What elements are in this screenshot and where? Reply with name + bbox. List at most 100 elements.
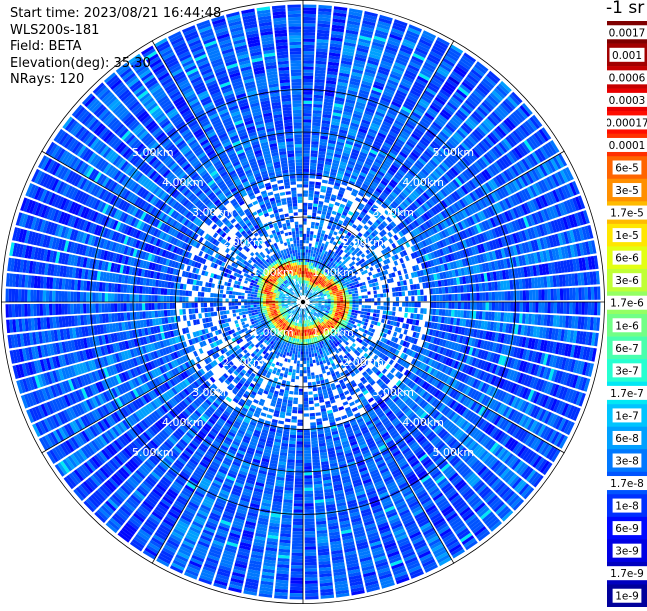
ppi-cell (575, 302, 578, 314)
ppi-cell (414, 308, 418, 313)
ppi-cell (445, 294, 448, 301)
ppi-cell (312, 213, 316, 217)
ppi-cell (448, 310, 452, 317)
ppi-cell (309, 191, 314, 195)
ppi-cell (306, 354, 309, 357)
ppi-cell (313, 475, 321, 479)
ppi-cell (582, 287, 586, 300)
ppi-cell (588, 302, 591, 315)
ppi-cell (439, 302, 442, 308)
ppi-cell (303, 125, 311, 128)
ppi-cell (370, 309, 374, 313)
ppi-cell (432, 288, 436, 294)
ppi-cell (311, 431, 317, 435)
ppi-cell (535, 290, 538, 301)
ppi-cell (396, 302, 399, 306)
ppi-cell (473, 311, 477, 319)
ppi-cell (380, 306, 383, 310)
ppi-cell (364, 309, 367, 312)
ppi-cell (451, 286, 455, 293)
ppi-cell (460, 310, 464, 317)
ppi-cell (384, 302, 387, 306)
ppi-cell (362, 305, 365, 308)
ppi-cell (307, 376, 311, 379)
ppi-cell (346, 307, 349, 309)
ppi-cell (309, 401, 314, 405)
ppi-cell (311, 157, 318, 161)
ppi-cell (572, 288, 576, 300)
ppi-cell (544, 302, 547, 313)
ppi-cell (309, 194, 314, 197)
ppi-cell (454, 310, 458, 317)
ppi-cell (501, 302, 504, 311)
ppi-cell (306, 351, 309, 354)
ppi-cell (532, 290, 535, 301)
ppi-cell (442, 287, 446, 294)
ppi-cell (479, 302, 482, 310)
ppi-cell (346, 304, 349, 306)
ppi-cell (566, 302, 569, 314)
ppi-cell (309, 407, 314, 411)
ppi-cell (303, 73, 313, 76)
ppi-cell (303, 153, 310, 156)
ppi-cell (349, 299, 352, 301)
ppi-cell (303, 45, 315, 48)
ppi-cell (312, 453, 319, 457)
ppi-cell (314, 397, 319, 401)
ppi-cell (303, 184, 308, 187)
ppi-cell (442, 302, 445, 308)
ppi-cell (383, 293, 386, 297)
ppi-cell (476, 302, 479, 310)
ppi-cell (303, 181, 308, 184)
ppi-cell (307, 370, 310, 373)
ppi-cell (303, 147, 310, 150)
ppi-cell (392, 292, 395, 296)
ppi-cell (473, 284, 477, 292)
ppi-cell (476, 293, 479, 301)
ppi-cell (585, 302, 588, 315)
ppi-cell (572, 302, 575, 314)
ppi-cell (303, 234, 306, 237)
ppi-cell (420, 289, 424, 295)
ppi-cell (383, 306, 386, 310)
ppi-cell (467, 293, 470, 301)
ppi-cell (313, 200, 318, 204)
ppi-cell (377, 298, 380, 302)
ppi-cell (313, 462, 321, 466)
ppi-cell (497, 312, 501, 321)
ppi-cell (479, 293, 482, 301)
ppi-cell (343, 300, 346, 302)
ppi-cell (365, 295, 368, 298)
ppi-cell (523, 302, 526, 312)
ppi-cell (433, 302, 436, 308)
ppi-cell (439, 287, 443, 294)
ppi-cell (303, 144, 310, 147)
ppi-cell (349, 304, 352, 306)
ppi-cell (349, 297, 352, 299)
ppi-cell (303, 206, 307, 209)
ppi-cell (340, 298, 343, 300)
ppi-cell (373, 313, 377, 317)
ppi-cell (551, 302, 554, 313)
ppi-cell (303, 91, 313, 94)
ppi-cell (306, 348, 308, 351)
ppi-cell (405, 302, 408, 307)
ppi-cell (303, 218, 307, 221)
ppi-cell (396, 292, 399, 297)
ppi-cell (500, 312, 504, 321)
ppi-cell (312, 135, 320, 139)
ppi-cell (312, 119, 320, 123)
ppi-cell (306, 234, 309, 237)
ppi-cell (312, 456, 319, 460)
ppi-cell (337, 300, 340, 302)
ppi-cell (476, 311, 480, 319)
ppi-cell (303, 14, 316, 17)
ppi-cell (355, 305, 358, 308)
ppi-cell (311, 225, 315, 229)
ppi-cell (303, 116, 311, 119)
ppi-cell (359, 296, 362, 299)
ppi-cell (303, 67, 314, 70)
ppi-cell (303, 101, 312, 104)
ppi-cell (458, 302, 461, 309)
ppi-cell (461, 302, 464, 309)
